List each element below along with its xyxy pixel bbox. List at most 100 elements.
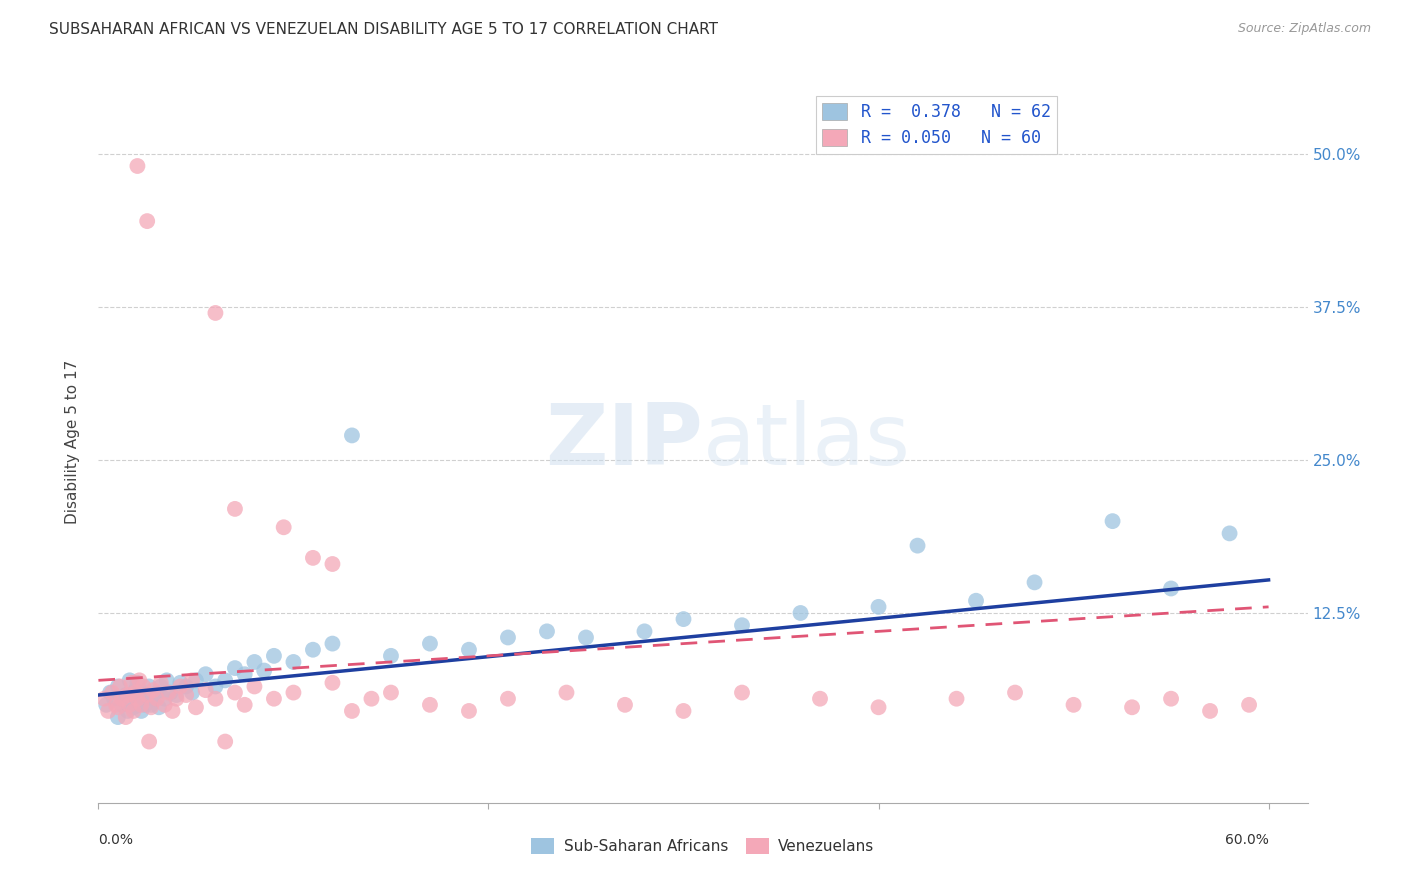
- Y-axis label: Disability Age 5 to 17: Disability Age 5 to 17: [65, 359, 80, 524]
- Point: [672, 612, 695, 626]
- Point: [1101, 514, 1123, 528]
- Point: [204, 691, 226, 706]
- Point: [283, 655, 305, 669]
- Point: [1160, 582, 1182, 596]
- Point: [263, 691, 285, 706]
- Point: [127, 159, 149, 173]
- Point: [114, 710, 136, 724]
- Point: [162, 704, 184, 718]
- Point: [169, 680, 191, 694]
- Point: [98, 685, 121, 699]
- Point: [153, 691, 176, 706]
- Point: [496, 691, 519, 706]
- Point: [273, 520, 295, 534]
- Point: [194, 683, 217, 698]
- Point: [419, 698, 441, 712]
- Point: [184, 700, 207, 714]
- Point: [139, 700, 162, 714]
- Point: [118, 698, 141, 712]
- Point: [139, 698, 162, 712]
- Point: [808, 691, 831, 706]
- Point: [614, 698, 637, 712]
- Point: [419, 637, 441, 651]
- Point: [1063, 698, 1085, 712]
- Point: [204, 306, 226, 320]
- Point: [122, 700, 145, 714]
- Point: [165, 691, 187, 706]
- Point: [1237, 698, 1260, 712]
- Point: [149, 680, 172, 694]
- Point: [194, 667, 217, 681]
- Point: [233, 667, 256, 681]
- Point: [731, 618, 754, 632]
- Point: [156, 673, 179, 688]
- Text: 0.0%: 0.0%: [98, 833, 134, 847]
- Point: [340, 704, 363, 718]
- Point: [184, 673, 207, 688]
- Point: [132, 680, 155, 694]
- Point: [159, 685, 181, 699]
- Point: [360, 691, 382, 706]
- Point: [121, 691, 143, 706]
- Point: [224, 661, 246, 675]
- Point: [321, 557, 343, 571]
- Point: [204, 680, 226, 694]
- Point: [169, 675, 191, 690]
- Point: [283, 685, 305, 699]
- Point: [380, 685, 402, 699]
- Point: [124, 685, 146, 699]
- Point: [136, 688, 159, 702]
- Point: [253, 664, 276, 678]
- Point: [127, 698, 149, 712]
- Point: [174, 688, 197, 702]
- Point: [107, 680, 129, 694]
- Point: [536, 624, 558, 639]
- Point: [132, 685, 155, 699]
- Point: [146, 685, 169, 699]
- Point: [321, 675, 343, 690]
- Point: [1121, 700, 1143, 714]
- Point: [263, 648, 285, 663]
- Point: [107, 700, 129, 714]
- Point: [302, 550, 325, 565]
- Point: [496, 631, 519, 645]
- Point: [131, 698, 153, 712]
- Point: [321, 637, 343, 651]
- Point: [127, 675, 149, 690]
- Point: [146, 691, 169, 706]
- Point: [128, 673, 150, 688]
- Point: [458, 642, 481, 657]
- Point: [214, 734, 236, 748]
- Point: [111, 691, 134, 706]
- Point: [174, 680, 197, 694]
- Point: [101, 685, 124, 699]
- Point: [1199, 704, 1222, 718]
- Point: [114, 688, 136, 702]
- Point: [965, 593, 987, 607]
- Text: atlas: atlas: [703, 400, 911, 483]
- Point: [633, 624, 655, 639]
- Point: [97, 704, 120, 718]
- Point: [165, 688, 187, 702]
- Point: [127, 691, 149, 706]
- Point: [233, 698, 256, 712]
- Point: [103, 691, 125, 706]
- Text: ZIP: ZIP: [546, 400, 703, 483]
- Point: [96, 698, 118, 712]
- Point: [93, 691, 115, 706]
- Point: [124, 683, 146, 698]
- Point: [153, 698, 176, 712]
- Point: [868, 700, 890, 714]
- Point: [136, 688, 159, 702]
- Point: [1160, 691, 1182, 706]
- Point: [555, 685, 578, 699]
- Point: [138, 680, 160, 694]
- Point: [243, 655, 266, 669]
- Point: [136, 214, 159, 228]
- Point: [157, 685, 180, 699]
- Point: [148, 700, 170, 714]
- Point: [672, 704, 695, 718]
- Point: [1024, 575, 1046, 590]
- Text: Source: ZipAtlas.com: Source: ZipAtlas.com: [1237, 22, 1371, 36]
- Point: [575, 631, 598, 645]
